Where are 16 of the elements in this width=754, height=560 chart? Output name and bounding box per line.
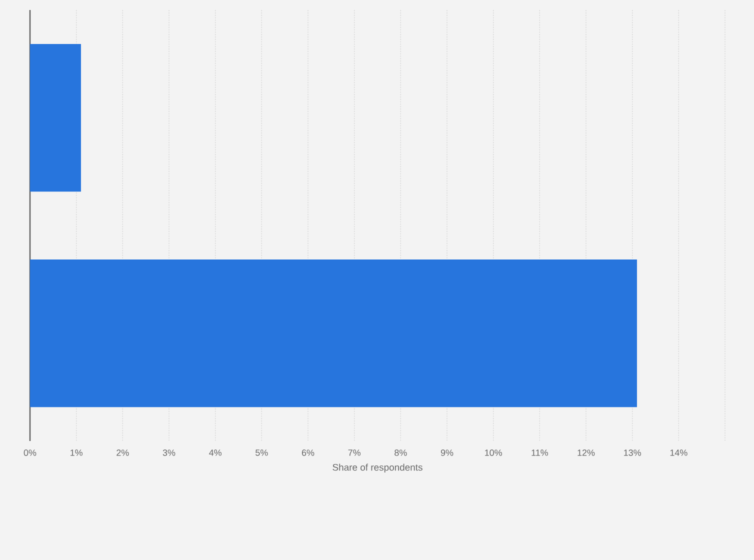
x-tick-label: 8% [394,450,407,456]
x-tick-label: 10% [485,450,502,456]
x-tick-label: 3% [162,450,176,456]
x-tick-label: 1% [70,450,82,456]
x-tick-label: 9% [440,450,454,456]
x-tick-label: 11% [532,450,548,456]
x-tick-label: 14% [670,450,688,456]
x-tick-label: 13% [624,450,641,456]
x-tick-label: 7% [348,450,360,456]
x-tick-label: 0% [24,450,36,456]
x-tick-label: 2% [116,450,129,456]
x-tick-label: 4% [209,450,222,456]
x-tick-label: 5% [256,450,268,456]
x-tick-label: 12% [578,450,595,456]
x-axis-title: Share of respondents [332,464,422,473]
x-tick-label: 6% [302,450,314,456]
